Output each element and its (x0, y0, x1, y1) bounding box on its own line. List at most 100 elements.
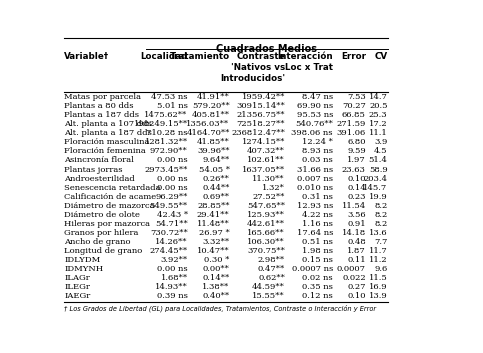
Text: Localidad: Localidad (141, 52, 187, 61)
Text: Plantas jorras: Plantas jorras (64, 166, 123, 174)
Text: 442.61**: 442.61** (247, 220, 285, 228)
Text: 0.02 ns: 0.02 ns (302, 274, 333, 282)
Text: 1959.42**: 1959.42** (242, 93, 285, 101)
Text: 0.11: 0.11 (347, 256, 366, 264)
Text: Error: Error (341, 52, 366, 61)
Text: 0.44**: 0.44** (202, 184, 229, 192)
Text: 54.71**: 54.71** (155, 220, 187, 228)
Text: 66.85: 66.85 (342, 111, 366, 119)
Text: 203.4: 203.4 (364, 174, 387, 183)
Text: 17.64 ns: 17.64 ns (297, 229, 333, 237)
Text: Diámetro de olote: Diámetro de olote (64, 211, 140, 219)
Text: 540.76**: 540.76** (295, 120, 333, 128)
Text: 14.93**: 14.93** (155, 283, 187, 291)
Text: Floración femenina: Floración femenina (64, 148, 146, 155)
Text: 102.61**: 102.61** (247, 156, 285, 164)
Text: 8.2: 8.2 (374, 220, 387, 228)
Text: Longitud de grano: Longitud de grano (64, 247, 142, 255)
Text: 165.66**: 165.66** (247, 229, 285, 237)
Text: 1.97: 1.97 (347, 156, 366, 164)
Text: 41.91**: 41.91** (197, 93, 229, 101)
Text: 1274.15**: 1274.15** (242, 138, 285, 146)
Text: IDLYDM: IDLYDM (64, 256, 100, 264)
Text: 11.54: 11.54 (341, 202, 366, 210)
Text: ILEGr: ILEGr (64, 283, 90, 291)
Text: 7.53: 7.53 (347, 93, 366, 101)
Text: 28.85**: 28.85** (197, 202, 229, 210)
Text: 0.91: 0.91 (347, 220, 366, 228)
Text: Variable†: Variable† (64, 52, 109, 61)
Text: 0.00 ns: 0.00 ns (157, 156, 187, 164)
Text: 0.26**: 0.26** (203, 174, 229, 183)
Text: Plantas a 187 dds: Plantas a 187 dds (64, 111, 139, 119)
Text: 0.10: 0.10 (347, 292, 366, 300)
Text: 42.43 *: 42.43 * (156, 211, 187, 219)
Text: Hileras por mazorca: Hileras por mazorca (64, 220, 150, 228)
Text: 44.59**: 44.59** (252, 283, 285, 291)
Text: 0.47**: 0.47** (258, 265, 285, 273)
Text: 398.06 ns: 398.06 ns (291, 129, 333, 137)
Text: 3.56: 3.56 (347, 211, 366, 219)
Text: 0.14**: 0.14** (202, 274, 229, 282)
Text: 13.6: 13.6 (369, 229, 387, 237)
Text: 1.32*: 1.32* (262, 184, 285, 192)
Text: 21356.75**: 21356.75** (237, 111, 285, 119)
Text: 0.23: 0.23 (347, 193, 366, 201)
Text: 8.47 ns: 8.47 ns (302, 93, 333, 101)
Text: Ancho de grano: Ancho de grano (64, 238, 130, 246)
Text: 0.15 ns: 0.15 ns (302, 256, 333, 264)
Text: 0.14: 0.14 (347, 184, 366, 192)
Text: 0.31 ns: 0.31 ns (302, 193, 333, 201)
Text: 12.24 *: 12.24 * (302, 138, 333, 146)
Text: 710.28 ns: 710.28 ns (146, 129, 187, 137)
Text: Calificación de acame: Calificación de acame (64, 193, 156, 201)
Text: 1.87: 1.87 (347, 247, 366, 255)
Text: 0.0007: 0.0007 (337, 265, 366, 273)
Text: 30915.14**: 30915.14** (236, 102, 285, 110)
Text: 39.96**: 39.96** (197, 148, 229, 155)
Text: Senescencia retardada: Senescencia retardada (64, 184, 161, 192)
Text: 0.12 ns: 0.12 ns (302, 292, 333, 300)
Text: 95.53 ns: 95.53 ns (297, 111, 333, 119)
Text: † Los Grados de Libertad (GL) para Localidades, Tratamientos, Contraste o Intera: † Los Grados de Libertad (GL) para Local… (64, 304, 376, 312)
Text: 391.06: 391.06 (337, 129, 366, 137)
Text: 3.32**: 3.32** (202, 238, 229, 246)
Text: 25.3: 25.3 (369, 111, 387, 119)
Text: 4.22 ns: 4.22 ns (302, 211, 333, 219)
Text: 11.7: 11.7 (369, 247, 387, 255)
Text: 72518.27**: 72518.27** (237, 120, 285, 128)
Text: 0.0007 ns: 0.0007 ns (292, 265, 333, 273)
Text: 0.30 *: 0.30 * (204, 256, 229, 264)
Text: Interacción
Loc x Trat: Interacción Loc x Trat (277, 52, 333, 72)
Text: 2.98**: 2.98** (258, 256, 285, 264)
Text: Floración masculina: Floración masculina (64, 138, 150, 146)
Text: 4164.70**: 4164.70** (186, 129, 229, 137)
Text: 13.9: 13.9 (369, 292, 387, 300)
Text: 3.92**: 3.92** (160, 256, 187, 264)
Text: 5.01 ns: 5.01 ns (157, 102, 187, 110)
Text: 1.68**: 1.68** (160, 274, 187, 282)
Text: 1356.03**: 1356.03** (186, 120, 229, 128)
Text: Tratamiento: Tratamiento (170, 52, 229, 61)
Text: 29.41**: 29.41** (197, 211, 229, 219)
Text: 0.39 ns: 0.39 ns (157, 292, 187, 300)
Text: 0.00 ns: 0.00 ns (157, 265, 187, 273)
Text: IDMYNH: IDMYNH (64, 265, 103, 273)
Text: 51.4: 51.4 (369, 156, 387, 164)
Text: 0.00 ns: 0.00 ns (157, 184, 187, 192)
Text: 10.47**: 10.47** (197, 247, 229, 255)
Text: 11.5: 11.5 (369, 274, 387, 282)
Text: 11.1: 11.1 (369, 129, 387, 137)
Text: 370.75**: 370.75** (247, 247, 285, 255)
Text: 407.32**: 407.32** (247, 148, 285, 155)
Text: Granos por hilera: Granos por hilera (64, 229, 139, 237)
Text: 1.16 ns: 1.16 ns (302, 220, 333, 228)
Text: 145.7: 145.7 (363, 184, 387, 192)
Text: 9.64**: 9.64** (202, 156, 229, 164)
Text: CV: CV (374, 52, 387, 61)
Text: 549.55**: 549.55** (150, 202, 187, 210)
Text: Alt. planta a 187 dds: Alt. planta a 187 dds (64, 129, 152, 137)
Text: 8.2: 8.2 (374, 211, 387, 219)
Text: 4.5: 4.5 (374, 148, 387, 155)
Text: 20.5: 20.5 (369, 102, 387, 110)
